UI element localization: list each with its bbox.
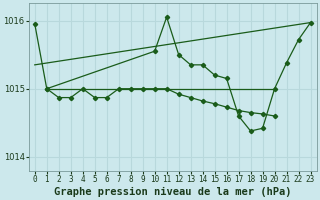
X-axis label: Graphe pression niveau de la mer (hPa): Graphe pression niveau de la mer (hPa) <box>54 186 292 197</box>
